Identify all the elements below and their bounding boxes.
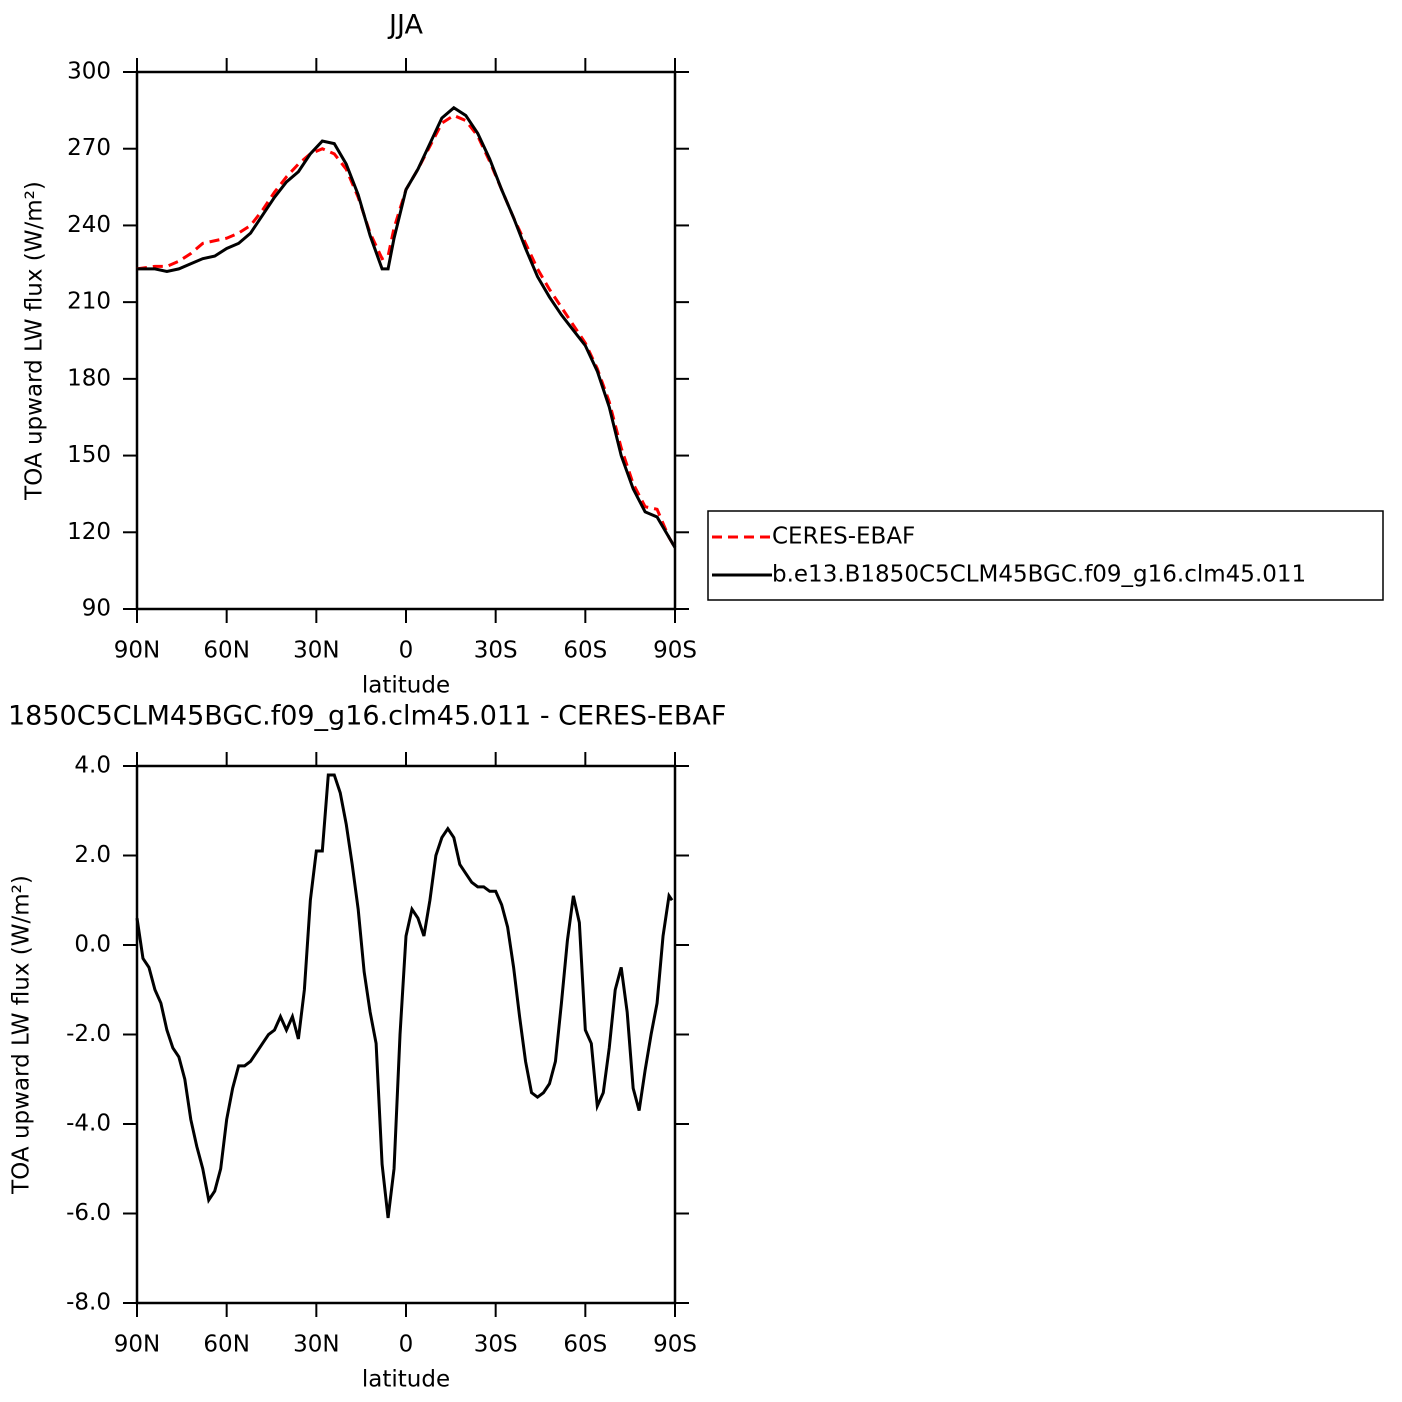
y-tick-label: 210: [67, 289, 111, 315]
x-tick-label: 60S: [563, 638, 607, 664]
x-tick-label: 60S: [563, 1332, 607, 1358]
y-tick-label: 4.0: [74, 753, 111, 779]
x-tick-label: 0: [399, 1332, 414, 1358]
chart-title: 1850C5CLM45BGC.f09_g16.clm45.011 - CERES…: [8, 701, 726, 732]
x-tick-label: 90N: [114, 638, 160, 664]
x-axis-label: latitude: [362, 673, 450, 699]
y-axis-label: TOA upward LW flux (W/m²): [22, 181, 48, 501]
legend-label: CERES-EBAF: [772, 524, 915, 550]
x-tick-label: 90S: [653, 1332, 697, 1358]
x-tick-label: 60N: [203, 638, 249, 664]
chart-title: JJA: [387, 10, 423, 41]
y-tick-label: 270: [67, 135, 111, 161]
y-tick-label: 90: [82, 596, 111, 622]
x-tick-label: 0: [399, 638, 414, 664]
series-line: [137, 105, 677, 549]
y-tick-label: 0.0: [74, 932, 111, 958]
y-tick-label: -6.0: [66, 1200, 111, 1226]
plot-frame: [135, 70, 677, 611]
y-tick-label: 300: [67, 59, 111, 85]
legend-box: [707, 510, 1384, 601]
x-tick-label: 30S: [474, 638, 518, 664]
plot-frame: [135, 764, 677, 1305]
y-tick-label: 240: [67, 212, 111, 238]
legend-label: b.e13.B1850C5CLM45BGC.f09_g16.clm45.011: [772, 562, 1306, 588]
y-tick-label: 150: [67, 442, 111, 468]
x-tick-label: 30N: [293, 1332, 339, 1358]
y-axis-label: TOA upward LW flux (W/m²): [9, 875, 35, 1195]
x-tick-label: 30N: [293, 638, 339, 664]
x-tick-label: 90N: [114, 1332, 160, 1358]
series-line: [136, 113, 677, 549]
x-tick-label: 30S: [474, 1332, 518, 1358]
x-tick-label: 90S: [653, 638, 697, 664]
y-tick-label: -2.0: [66, 1021, 111, 1047]
y-tick-label: 180: [67, 365, 111, 391]
y-tick-label: 2.0: [74, 842, 111, 868]
x-axis-label: latitude: [362, 1367, 450, 1393]
y-tick-label: 120: [67, 519, 111, 545]
y-tick-label: -4.0: [66, 1111, 111, 1137]
series-line: [135, 773, 674, 1219]
y-tick-label: -8.0: [66, 1290, 111, 1316]
x-tick-label: 60N: [203, 1332, 249, 1358]
